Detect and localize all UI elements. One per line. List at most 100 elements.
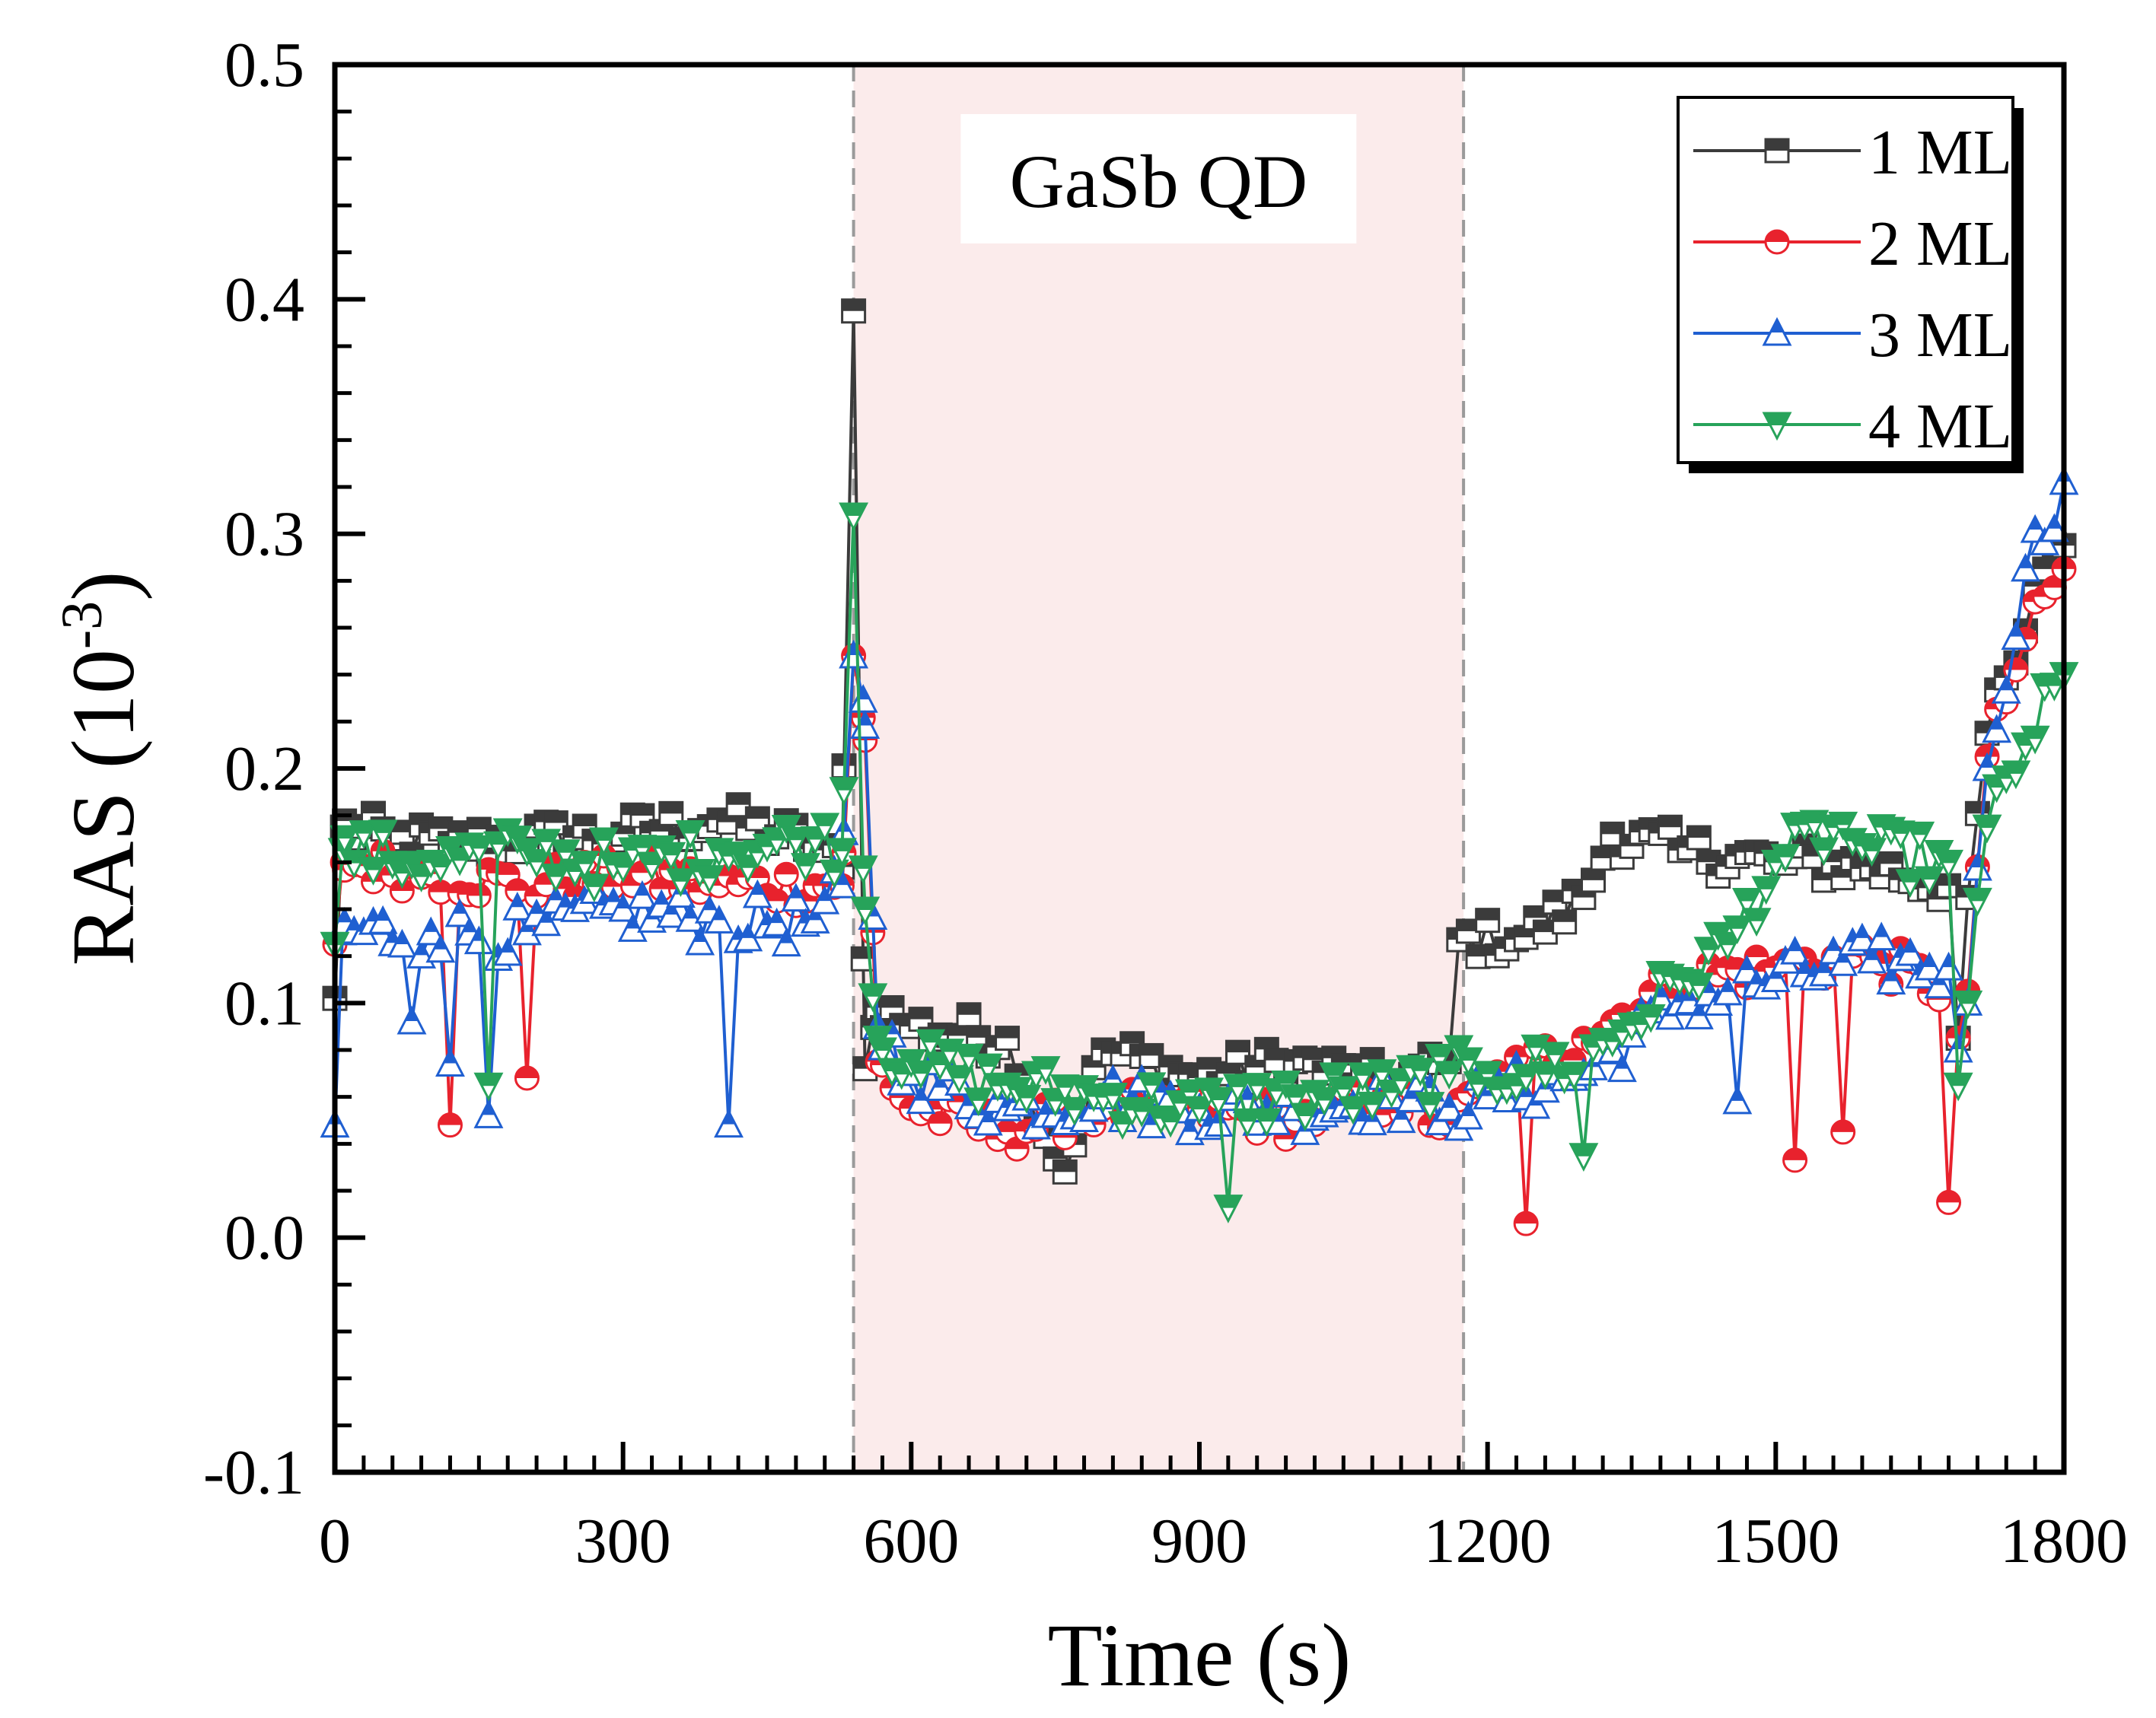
data-point-1-79-fill [1043,1147,1067,1160]
data-point-1-74-fill [995,1026,1019,1039]
series-layer [320,298,2079,1236]
data-point-2-133-fill [1562,1048,1586,1061]
data-point-4-159-fill [1810,838,1837,851]
data-point-3-2-fill [338,909,352,923]
legend-label: 2 ML [1868,208,2012,279]
x-tick-label: 900 [1151,1506,1247,1576]
data-point-2-16-fill [467,884,491,896]
data-point-4-69-fill [946,1066,973,1079]
data-point-4-121-fill [1445,1036,1472,1049]
data-point-4-173-fill [1945,1074,1972,1086]
gasb-qd-region [853,65,1464,1472]
data-point-3-163-fill [1855,924,1869,938]
data-point-4-172-fill [1935,851,1962,864]
data-point-2-161-fill [1831,1120,1855,1132]
data-point-3-35-fill [654,891,668,905]
data-point-4-72-fill [975,1055,1002,1067]
data-point-3-122-fill [1461,1102,1475,1116]
data-point-3-8-fill [395,931,409,945]
data-point-3-165-fill [1874,924,1888,937]
data-point-1-122-fill [1457,919,1480,931]
y-axis-title: RAS (10-3) [50,571,153,966]
data-point-3-3-fill [347,917,361,931]
data-point-2-156-fill [1783,1148,1807,1160]
data-point-4-20-fill [504,826,530,839]
data-point-4-100-fill [1244,1074,1270,1086]
data-point-2-47-fill [765,889,788,902]
data-point-4-56-fill [840,504,867,516]
data-point-3-33-fill [635,883,649,896]
data-point-4-161-fill [1830,813,1856,826]
data-point-3-179-fill [2009,623,2023,637]
data-point-1-130-fill [1533,921,1557,933]
data-point-3-31-fill [616,896,630,908]
data-point-3-65-fill [914,1087,928,1101]
y-tick-label: -0.1 [203,1437,304,1508]
data-point-4-141-fill [1638,1005,1664,1018]
legend-label: 1 ML [1868,117,2012,188]
data-point-4-107-fill [1311,1088,1338,1101]
data-point-1-132-fill [1553,910,1576,922]
data-point-4-48-fill [773,816,800,829]
data-point-4-29-fill [591,829,617,842]
data-point-3-47-fill [770,910,784,924]
data-point-3-45-fill [750,881,764,895]
legend-marker-fill [1766,231,1788,242]
data-point-1-57-fill [852,947,875,959]
data-point-3-170-fill [1922,953,1936,967]
data-point-3-30-fill [607,889,620,902]
data-point-3-146-fill [1692,1003,1705,1016]
data-point-4-130-fill [1532,1062,1559,1075]
data-point-3-24-fill [549,887,562,901]
data-point-3-40-fill [702,897,716,911]
data-point-2-152-fill [1745,946,1769,957]
data-point-3-120-fill [1442,1095,1456,1109]
data-point-4-64-fill [898,1050,925,1063]
data-point-1-70-fill [957,1003,981,1015]
data-point-1-129-fill [1524,906,1547,918]
data-point-4-76-fill [1013,1086,1040,1099]
x-tick-label: 600 [863,1506,959,1576]
data-point-4-55-fill [830,778,857,791]
legend-item-3ml: 3 ML [1693,300,2012,371]
data-point-1-166-fill [1879,852,1903,864]
data-point-1-45-fill [746,807,769,819]
data-point-1-43-fill [727,793,750,805]
data-point-1-101-fill [1255,1038,1279,1050]
data-point-4-81-fill [1061,1098,1088,1111]
legend-box [1677,96,2014,464]
data-point-2-12-fill [428,880,452,892]
legend-label: 4 ML [1868,391,2012,462]
data-point-4-65-fill [907,1061,934,1074]
x-tick-label: 1800 [2000,1506,2128,1576]
y-tick-label: 0.2 [225,733,304,804]
data-point-4-98-fill [1224,1074,1251,1087]
data-point-1-56-fill [842,299,865,311]
data-point-4-5-fill [360,857,387,870]
data-point-4-97-fill [1215,1195,1241,1208]
data-point-4-52-fill [811,813,838,826]
data-point-3-20-fill [511,894,524,908]
legend: 1 ML 2 ML 3 ML 4 ML [1677,96,2024,473]
x-tick-label: 1500 [1712,1506,1839,1576]
data-point-4-170-fill [1916,867,1943,880]
data-point-3-32-fill [626,915,639,929]
data-point-4-85-fill [1100,1083,1126,1096]
y-axis-title-close: ) [53,571,153,601]
data-point-3-49-fill [789,885,803,899]
data-point-4-109-fill [1330,1077,1357,1090]
data-point-1-33-fill [630,804,654,816]
data-point-4-152-fill [1744,908,1770,921]
data-point-1-124-fill [1476,908,1499,921]
data-point-4-96-fill [1205,1087,1232,1100]
data-point-1-136-fill [1591,846,1615,858]
data-point-4-181-fill [2022,727,2049,740]
data-point-3-19-fill [501,939,514,953]
data-point-4-176-fill [1974,816,2001,829]
data-point-2-67-fill [928,1112,952,1124]
data-point-4-158-fill [1801,811,1827,824]
data-point-3-152-fill [1750,971,1763,985]
data-point-3-42-fill [722,1111,736,1125]
data-point-4-120-fill [1436,1061,1463,1074]
data-point-4-22-fill [524,850,550,863]
